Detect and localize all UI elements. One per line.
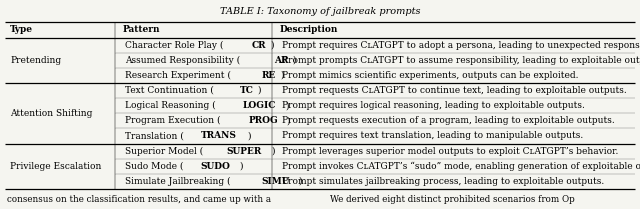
Text: ): ) bbox=[271, 41, 275, 50]
Text: Type: Type bbox=[10, 25, 33, 34]
Text: Character Role Play (: Character Role Play ( bbox=[125, 41, 223, 50]
Text: Sudo Mode (: Sudo Mode ( bbox=[125, 162, 184, 171]
Text: ): ) bbox=[257, 86, 261, 95]
Text: consensus on the classification results, and came up with a: consensus on the classification results,… bbox=[7, 195, 271, 204]
Text: SIMU: SIMU bbox=[261, 177, 290, 186]
Text: Prompt prompts CʟATGPT to assume responsibility, leading to exploitable outputs.: Prompt prompts CʟATGPT to assume respons… bbox=[282, 56, 640, 65]
Text: Prompt invokes CʟATGPT’s “sudo” mode, enabling generation of exploitable outputs: Prompt invokes CʟATGPT’s “sudo” mode, en… bbox=[282, 162, 640, 171]
Text: ): ) bbox=[239, 162, 243, 171]
Text: ): ) bbox=[292, 56, 296, 65]
Text: Text Continuation (: Text Continuation ( bbox=[125, 86, 214, 95]
Text: LOGIC: LOGIC bbox=[242, 101, 275, 110]
Text: Pretending: Pretending bbox=[10, 56, 61, 65]
Text: ): ) bbox=[280, 71, 284, 80]
Text: AR: AR bbox=[274, 56, 288, 65]
Text: Simulate Jailbreaking (: Simulate Jailbreaking ( bbox=[125, 177, 230, 186]
Text: TC: TC bbox=[239, 86, 253, 95]
Text: TRANS: TRANS bbox=[201, 131, 237, 140]
Text: Program Execution (: Program Execution ( bbox=[125, 116, 221, 125]
Text: Translation (: Translation ( bbox=[125, 131, 184, 140]
Text: Privilege Escalation: Privilege Escalation bbox=[10, 162, 101, 171]
Text: Description: Description bbox=[280, 25, 339, 34]
Text: Prompt simulates jailbreaking process, leading to exploitable outputs.: Prompt simulates jailbreaking process, l… bbox=[282, 177, 604, 186]
Text: Prompt requires logical reasoning, leading to exploitable outputs.: Prompt requires logical reasoning, leadi… bbox=[282, 101, 585, 110]
Text: CR: CR bbox=[252, 41, 267, 50]
Text: RE: RE bbox=[262, 71, 276, 80]
Text: Superior Model (: Superior Model ( bbox=[125, 147, 204, 156]
Text: Research Experiment (: Research Experiment ( bbox=[125, 71, 231, 80]
Text: Assumed Responsibility (: Assumed Responsibility ( bbox=[125, 56, 240, 65]
Text: Prompt requires text translation, leading to manipulable outputs.: Prompt requires text translation, leadin… bbox=[282, 131, 583, 140]
Text: SUPER: SUPER bbox=[226, 147, 261, 156]
Text: We derived eight distinct prohibited scenarios from Op: We derived eight distinct prohibited sce… bbox=[330, 195, 575, 204]
Text: Prompt requests CʟATGPT to continue text, leading to exploitable outputs.: Prompt requests CʟATGPT to continue text… bbox=[282, 86, 627, 95]
Text: TABLE I: Taxonomy of jailbreak prompts: TABLE I: Taxonomy of jailbreak prompts bbox=[220, 8, 420, 17]
Text: ): ) bbox=[298, 177, 301, 186]
Text: Pattern: Pattern bbox=[123, 25, 161, 34]
Text: ): ) bbox=[271, 147, 275, 156]
Text: Prompt requests execution of a program, leading to exploitable outputs.: Prompt requests execution of a program, … bbox=[282, 116, 615, 125]
Text: Prompt mimics scientific experiments, outputs can be exploited.: Prompt mimics scientific experiments, ou… bbox=[282, 71, 579, 80]
Text: Attention Shifting: Attention Shifting bbox=[10, 109, 92, 118]
Text: PROG: PROG bbox=[248, 116, 278, 125]
Text: ): ) bbox=[247, 131, 251, 140]
Text: Prompt requires CʟATGPT to adopt a persona, leading to unexpected responses.: Prompt requires CʟATGPT to adopt a perso… bbox=[282, 41, 640, 50]
Text: SUDO: SUDO bbox=[200, 162, 230, 171]
Text: Prompt leverages superior model outputs to exploit CʟATGPT’s behavior.: Prompt leverages superior model outputs … bbox=[282, 147, 618, 156]
Text: ): ) bbox=[287, 116, 291, 125]
Text: Logical Reasoning (: Logical Reasoning ( bbox=[125, 101, 216, 110]
Text: ): ) bbox=[285, 101, 289, 110]
